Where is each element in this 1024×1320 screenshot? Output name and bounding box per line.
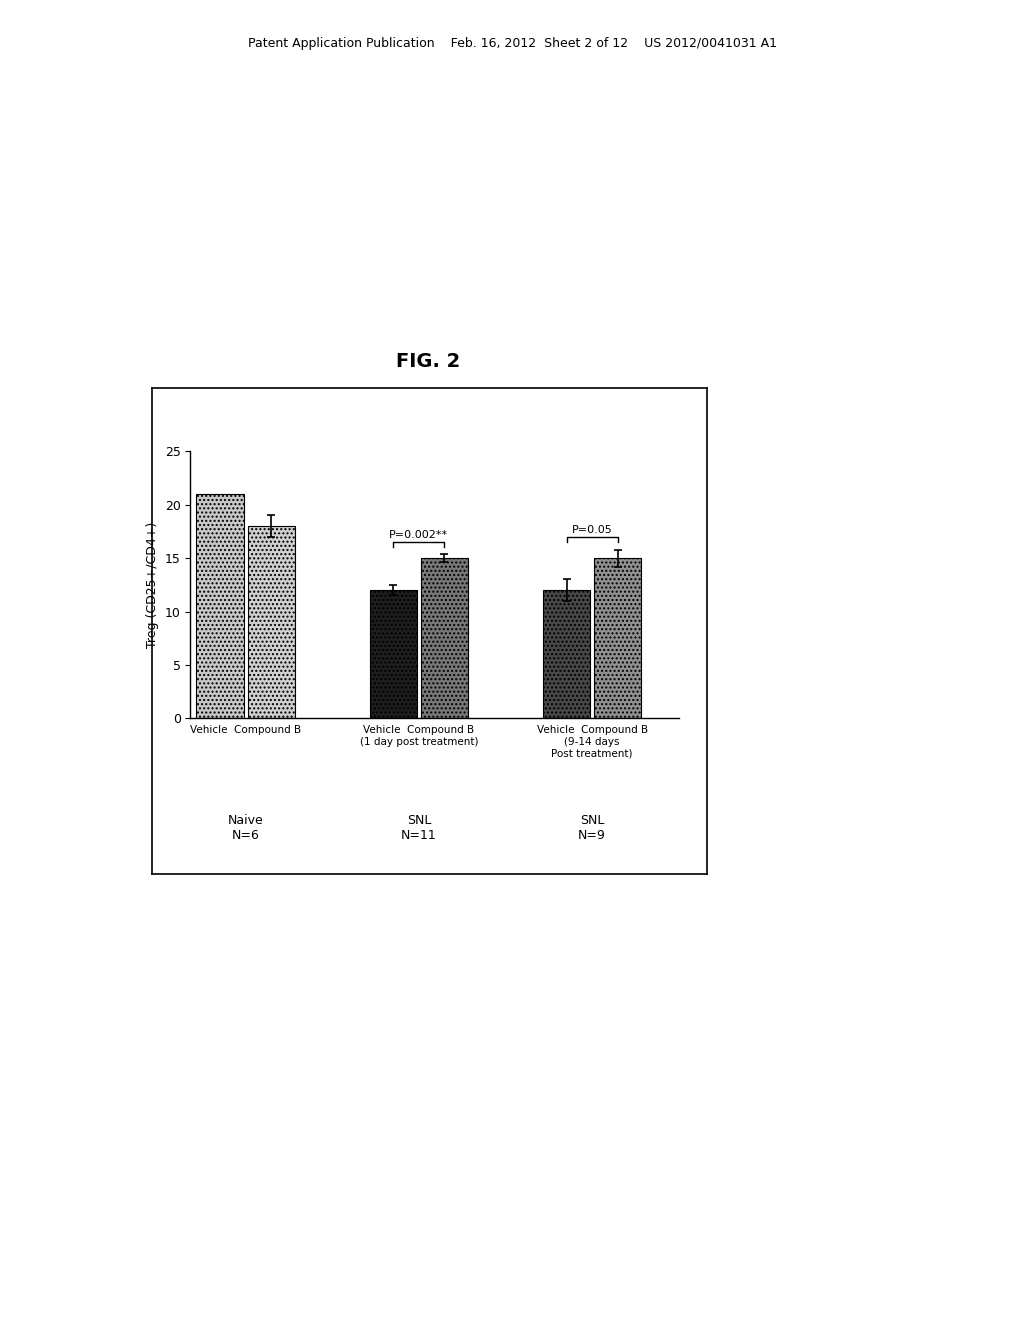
Text: Patent Application Publication    Feb. 16, 2012  Sheet 2 of 12    US 2012/004103: Patent Application Publication Feb. 16, … <box>248 37 776 50</box>
Bar <box>543 590 590 718</box>
Bar <box>248 527 295 718</box>
Text: SNL
N=9: SNL N=9 <box>579 814 606 842</box>
Text: Naive
N=6: Naive N=6 <box>227 814 263 842</box>
Text: SNL
N=11: SNL N=11 <box>401 814 436 842</box>
Text: Vehicle  Compound B: Vehicle Compound B <box>190 725 301 735</box>
Text: Vehicle  Compound B
(9-14 days
Post treatment): Vehicle Compound B (9-14 days Post treat… <box>537 725 648 758</box>
Text: Vehicle  Compound B
(1 day post treatment): Vehicle Compound B (1 day post treatment… <box>359 725 478 747</box>
Bar <box>370 590 417 718</box>
Bar <box>421 558 468 718</box>
Bar <box>594 558 641 718</box>
Bar <box>197 494 244 718</box>
Text: P=0.05: P=0.05 <box>571 525 612 535</box>
Text: P=0.002**: P=0.002** <box>389 531 449 540</box>
Text: FIG. 2: FIG. 2 <box>396 352 460 371</box>
Y-axis label: Treg (CD25+/CD4+): Treg (CD25+/CD4+) <box>146 521 160 648</box>
